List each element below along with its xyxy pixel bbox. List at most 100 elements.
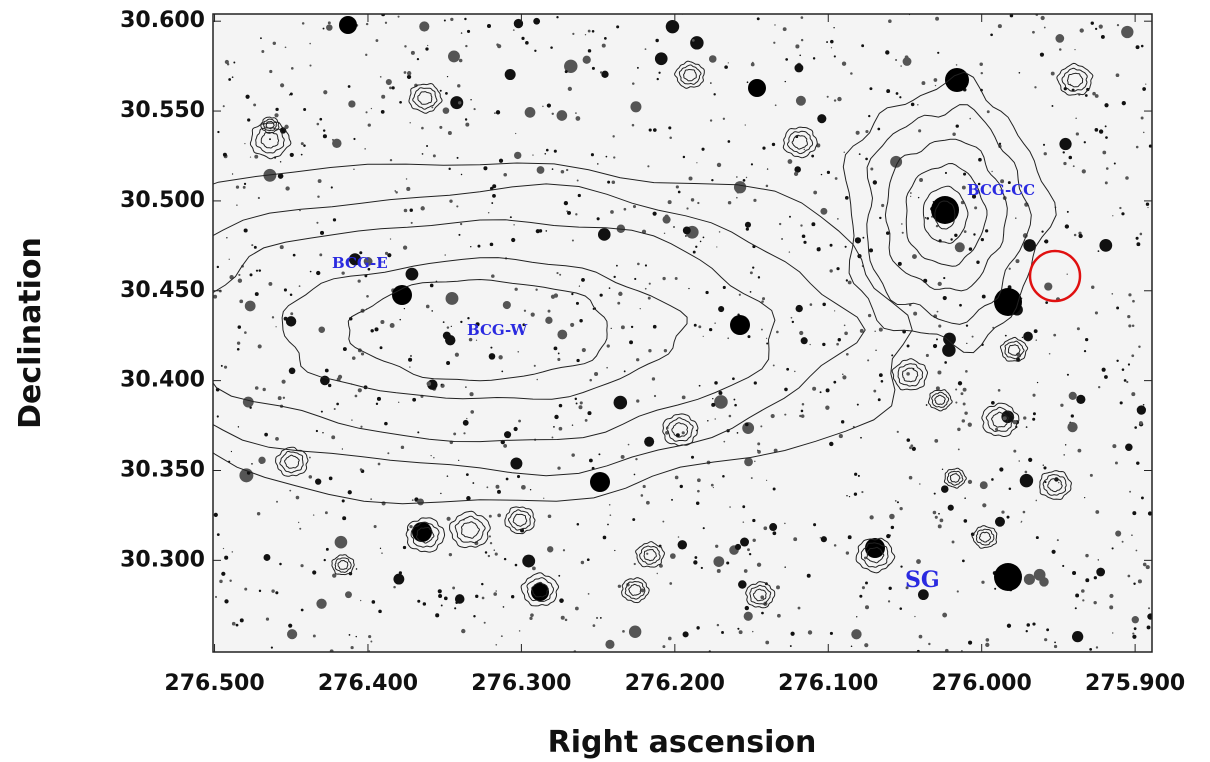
annotation: BCG-W (467, 321, 528, 339)
star (1146, 625, 1151, 630)
star (599, 71, 603, 74)
star (530, 613, 534, 617)
star (289, 152, 294, 158)
star (257, 344, 262, 349)
contour (1061, 67, 1088, 92)
contour (639, 545, 661, 565)
star (245, 94, 250, 99)
star (747, 548, 750, 552)
star (1039, 52, 1045, 57)
star (951, 540, 955, 544)
star (326, 24, 333, 31)
star (997, 389, 1001, 392)
star (640, 494, 644, 497)
star (493, 592, 497, 596)
star (1036, 381, 1039, 384)
star (651, 377, 656, 381)
star (360, 425, 363, 428)
contour (975, 528, 995, 546)
star (1125, 176, 1129, 180)
star (696, 626, 700, 630)
star (490, 346, 493, 349)
contour (1056, 62, 1094, 96)
star (348, 100, 356, 108)
star (761, 328, 763, 331)
star (944, 171, 947, 174)
star (618, 291, 623, 297)
star (868, 248, 874, 253)
star (332, 218, 337, 222)
star (571, 239, 574, 242)
star (644, 287, 647, 290)
star (826, 95, 829, 98)
star (985, 229, 989, 233)
star (696, 162, 698, 164)
star (790, 631, 795, 636)
star (874, 330, 876, 332)
star (712, 397, 714, 400)
star (912, 254, 917, 259)
star (859, 328, 864, 333)
star (260, 37, 262, 40)
star (1075, 117, 1077, 120)
star (744, 457, 753, 467)
star (718, 390, 723, 395)
contour (412, 87, 438, 110)
star (275, 107, 279, 112)
star (384, 251, 389, 255)
star (997, 24, 1002, 29)
star (869, 515, 874, 520)
star (671, 498, 673, 501)
star (542, 105, 544, 108)
star (486, 486, 489, 489)
star (745, 422, 749, 427)
star (290, 67, 294, 70)
star (756, 562, 762, 567)
star (1104, 375, 1108, 379)
star (566, 210, 569, 213)
star (943, 332, 956, 346)
star (557, 329, 568, 340)
star (886, 231, 890, 235)
star (895, 58, 898, 61)
star (272, 41, 277, 46)
star (985, 642, 990, 648)
star (919, 178, 924, 182)
star (1148, 144, 1152, 148)
star (430, 454, 432, 457)
star (630, 101, 642, 113)
star (421, 126, 424, 130)
star (324, 368, 329, 373)
star (1121, 212, 1125, 216)
star (1090, 21, 1094, 25)
star (833, 55, 836, 58)
star (553, 346, 558, 351)
star (1040, 15, 1045, 21)
star (1140, 496, 1144, 500)
star (322, 129, 326, 132)
star (956, 590, 959, 593)
star (943, 276, 946, 280)
star (597, 228, 611, 241)
star (378, 609, 382, 614)
star (964, 497, 966, 499)
star (387, 253, 392, 258)
star (299, 209, 301, 212)
star (1068, 155, 1073, 160)
contour (671, 422, 688, 438)
star (325, 547, 329, 551)
star (571, 292, 574, 296)
star (942, 295, 947, 301)
star (1060, 403, 1064, 407)
star (806, 573, 811, 578)
star (716, 623, 720, 627)
star (289, 92, 293, 96)
star (752, 538, 756, 543)
star (233, 61, 236, 64)
star (707, 419, 709, 422)
star (820, 536, 827, 543)
star (605, 639, 615, 649)
star (258, 456, 266, 464)
star (328, 476, 333, 481)
star (980, 238, 984, 242)
